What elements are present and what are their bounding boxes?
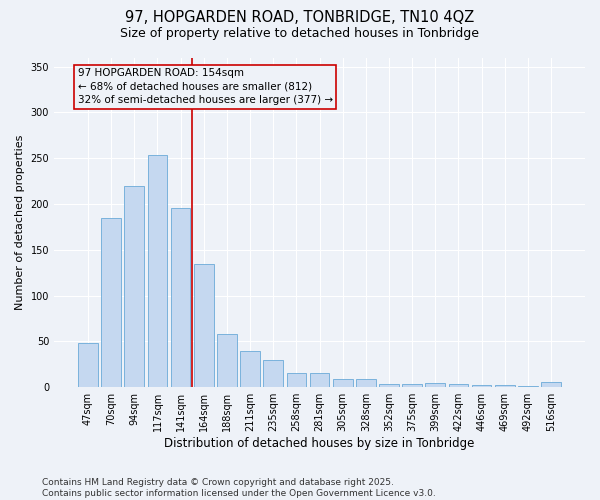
Bar [541,382,561,387]
Bar [449,384,468,387]
Bar [333,379,353,387]
Bar [240,350,260,387]
Bar [148,156,167,387]
Bar [171,208,190,387]
Bar [402,384,422,387]
Text: Size of property relative to detached houses in Tonbridge: Size of property relative to detached ho… [121,28,479,40]
Bar [425,382,445,387]
Bar [518,386,538,387]
Bar [263,360,283,387]
Bar [310,372,329,387]
Bar [287,372,306,387]
Text: Contains HM Land Registry data © Crown copyright and database right 2025.
Contai: Contains HM Land Registry data © Crown c… [42,478,436,498]
Bar [124,186,144,387]
Text: 97 HOPGARDEN ROAD: 154sqm
← 68% of detached houses are smaller (812)
32% of semi: 97 HOPGARDEN ROAD: 154sqm ← 68% of detac… [77,68,333,105]
Bar [472,386,491,387]
Bar [194,264,214,387]
X-axis label: Distribution of detached houses by size in Tonbridge: Distribution of detached houses by size … [164,437,475,450]
Bar [101,218,121,387]
Bar [356,379,376,387]
Y-axis label: Number of detached properties: Number of detached properties [15,134,25,310]
Bar [495,386,515,387]
Text: 97, HOPGARDEN ROAD, TONBRIDGE, TN10 4QZ: 97, HOPGARDEN ROAD, TONBRIDGE, TN10 4QZ [125,10,475,25]
Bar [78,343,98,387]
Bar [379,384,399,387]
Bar [217,334,237,387]
